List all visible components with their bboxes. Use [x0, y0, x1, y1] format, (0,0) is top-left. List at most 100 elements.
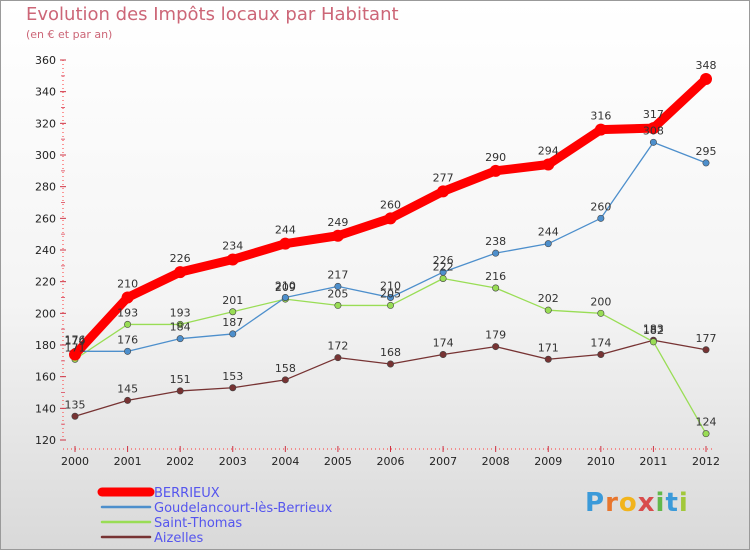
data-point: [174, 266, 187, 279]
data-point: [124, 396, 132, 404]
data-label: 153: [222, 370, 243, 383]
data-point: [281, 376, 289, 384]
data-point: [437, 185, 450, 198]
data-point: [229, 384, 237, 392]
logo-letter: r: [605, 488, 619, 518]
y-tick-label: 260: [35, 212, 56, 225]
data-point: [544, 306, 552, 314]
y-tick-label: 200: [35, 307, 56, 320]
legend: BERRIEUXGoudelancourt-lès-BerrieuxSaint-…: [97, 486, 333, 546]
data-point: [544, 355, 552, 363]
y-tick-label: 140: [35, 402, 56, 415]
proxiti-logo: Proxiti: [585, 488, 689, 518]
data-label: 249: [327, 216, 348, 229]
data-point: [176, 335, 184, 343]
chart-subtitle: (en € et par an): [26, 28, 113, 41]
data-label: 174: [433, 337, 454, 350]
chart-title: Evolution des Impôts locaux par Habitant: [26, 4, 399, 25]
data-point: [492, 343, 500, 351]
x-tick-label: 2010: [587, 455, 615, 468]
x-tick-label: 2007: [429, 455, 457, 468]
data-point: [489, 164, 502, 177]
data-label: 348: [696, 59, 717, 72]
x-tick-label: 2012: [692, 455, 720, 468]
data-label: 193: [170, 306, 191, 319]
data-label: 187: [222, 316, 243, 329]
data-point: [439, 274, 447, 282]
data-point: [702, 159, 710, 167]
data-label: 171: [538, 341, 559, 354]
y-tick-label: 300: [35, 149, 56, 162]
data-point: [492, 284, 500, 292]
data-label: 205: [327, 287, 348, 300]
data-label: 226: [433, 254, 454, 267]
y-tick-label: 160: [35, 371, 56, 384]
data-point: [386, 301, 394, 309]
data-point: [649, 338, 657, 346]
data-label: 210: [380, 280, 401, 293]
data-point: [176, 320, 184, 328]
logo-letter: t: [665, 488, 679, 518]
data-point: [542, 158, 555, 171]
data-label: 210: [117, 278, 138, 291]
axes: 120 140 160 180 200 220 240 260 280 300 320 340 360 2…: [35, 54, 720, 468]
data-point: [71, 412, 79, 420]
data-label: 201: [222, 294, 243, 307]
data-label: 277: [433, 171, 454, 184]
y-tick-label: 120: [35, 434, 56, 447]
data-label: 182: [643, 324, 664, 337]
data-label: 260: [590, 200, 611, 213]
data-point: [386, 360, 394, 368]
data-label: 226: [170, 252, 191, 265]
data-label: 244: [538, 226, 559, 239]
x-tick-label: 2000: [61, 455, 89, 468]
logo-letter: P: [585, 488, 606, 518]
data-label: 168: [380, 346, 401, 359]
legend-label: BERRIEUX: [154, 486, 220, 501]
x-tick-label: 2005: [324, 455, 352, 468]
x-tick-label: 2006: [377, 455, 405, 468]
data-point: [121, 291, 134, 304]
data-label: 135: [65, 398, 86, 411]
data-point: [229, 308, 237, 316]
data-point: [702, 430, 710, 438]
data-point: [176, 387, 184, 395]
series-layer: [69, 73, 712, 438]
legend-label: Aizelles: [154, 531, 204, 546]
x-tick-label: 2003: [219, 455, 247, 468]
y-tick-label: 180: [35, 339, 56, 352]
y-tick-label: 240: [35, 244, 56, 257]
logo-letter: i: [678, 488, 689, 518]
data-point: [69, 348, 81, 361]
data-point: [702, 346, 710, 354]
data-label: 183: [643, 322, 664, 335]
data-label: 171: [65, 341, 86, 354]
data-point: [226, 253, 239, 266]
data-label: 210: [275, 280, 296, 293]
y-tick-label: 340: [35, 86, 56, 99]
data-label: 174: [65, 335, 86, 348]
y-tick-label: 280: [35, 181, 56, 194]
data-point: [594, 123, 607, 136]
data-point: [279, 237, 292, 250]
x-tick-label: 2008: [482, 455, 510, 468]
data-label: 145: [117, 382, 138, 395]
legend-label: Saint-Thomas: [154, 516, 242, 531]
data-point: [334, 301, 342, 309]
logo-letter: o: [618, 488, 638, 518]
data-label: 174: [590, 337, 611, 350]
data-point: [439, 350, 447, 358]
data-label: 176: [65, 333, 86, 346]
x-tick-label: 2002: [166, 455, 194, 468]
data-label: 290: [485, 151, 506, 164]
data-label: 202: [538, 292, 559, 305]
data-label: 158: [275, 362, 296, 375]
data-label: 205: [380, 287, 401, 300]
data-point: [124, 347, 132, 355]
data-label: 234: [222, 240, 243, 253]
x-tick-label: 2004: [271, 455, 299, 468]
data-label: 124: [696, 416, 717, 429]
